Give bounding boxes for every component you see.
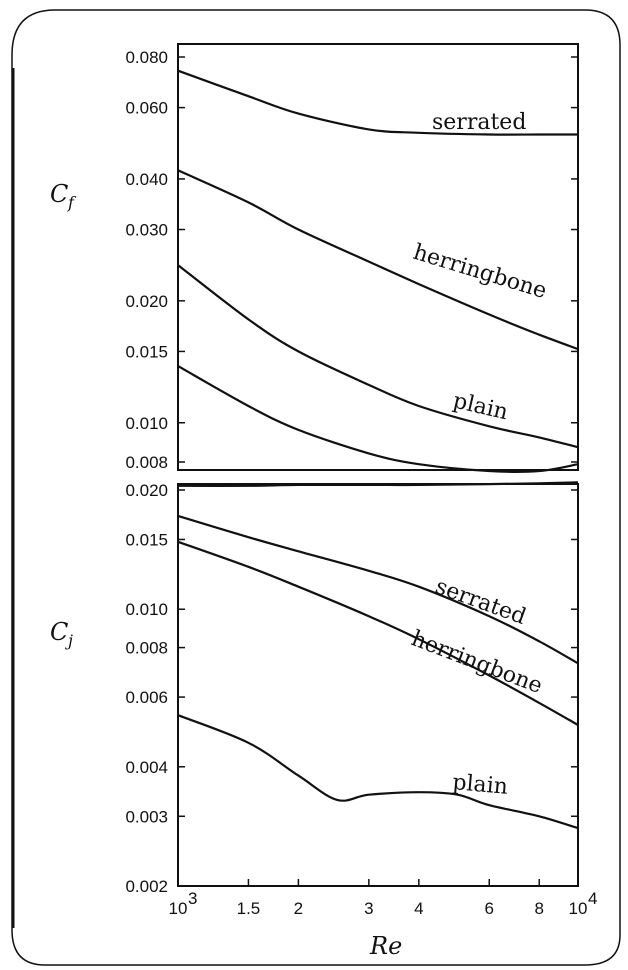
xtick-label: 3 — [364, 899, 373, 918]
xtick-exponent: 4 — [588, 889, 597, 908]
xtick-label: 1.5 — [237, 899, 261, 918]
lower-ytick-label: 0.006 — [125, 688, 168, 707]
label-upper-plain: plain — [451, 388, 511, 425]
upper-ytick-label: 0.015 — [125, 342, 168, 361]
lower-ytick-label: 0.020 — [125, 481, 168, 500]
xtick-label: 10 — [569, 899, 588, 918]
xtick-label: 2 — [294, 899, 303, 918]
upper-curve-plain — [177, 264, 579, 449]
page-frame — [11, 9, 621, 966]
upper-ytick-label: 0.020 — [125, 292, 168, 311]
lower-ytick-label: 0.015 — [125, 530, 168, 549]
label-lower-herringbone: herringbone — [408, 626, 546, 699]
upper-ylabel-subscript: f — [67, 193, 77, 212]
lower-curve-plain — [177, 714, 579, 830]
x-axis-label: Re — [369, 932, 402, 960]
upper-ytick-label: 0.030 — [125, 221, 168, 240]
label-lower-plain: plain — [451, 770, 508, 800]
upper-ylabel-symbol: C — [50, 180, 68, 208]
xtick-label: 10 — [169, 899, 188, 918]
xtick-label: 6 — [485, 899, 494, 918]
lower-ytick-label: 0.003 — [125, 807, 168, 826]
label-upper-serrated: serrated — [432, 110, 526, 135]
lower-curve-serrated — [177, 514, 579, 665]
label-lower-serrated: serrated — [432, 574, 529, 630]
upper-curve-herringbone — [177, 169, 579, 351]
xtick-exponent: 3 — [188, 889, 197, 908]
upper-y-axis-label: C f — [50, 180, 77, 212]
xtick-label: 4 — [414, 899, 423, 918]
upper-curve-unlabeled-3 — [177, 365, 579, 473]
upper-ytick-label: 0.080 — [125, 48, 168, 67]
lower-curve-herringbone — [177, 540, 579, 726]
upper-plot-frame — [177, 43, 579, 471]
upper-ytick-label: 0.060 — [125, 99, 168, 118]
lower-ylabel-subscript: j — [65, 631, 73, 650]
upper-ytick-label: 0.040 — [125, 170, 168, 189]
label-upper-herringbone: herringbone — [410, 240, 549, 304]
upper-ytick-label: 0.010 — [125, 414, 168, 433]
lower-curve-unlabeled-0 — [177, 481, 579, 487]
lower-y-axis-label: C j — [50, 618, 73, 650]
upper-ytick-label: 0.008 — [125, 453, 168, 472]
lower-ytick-label: 0.010 — [125, 600, 168, 619]
xtick-label: 8 — [535, 899, 544, 918]
upper-curve-serrated — [177, 69, 578, 136]
lower-ytick-label: 0.008 — [125, 639, 168, 658]
lower-ytick-label: 0.002 — [125, 877, 168, 896]
lower-ytick-label: 0.004 — [125, 758, 168, 777]
lower-ylabel-symbol: C — [50, 618, 68, 646]
